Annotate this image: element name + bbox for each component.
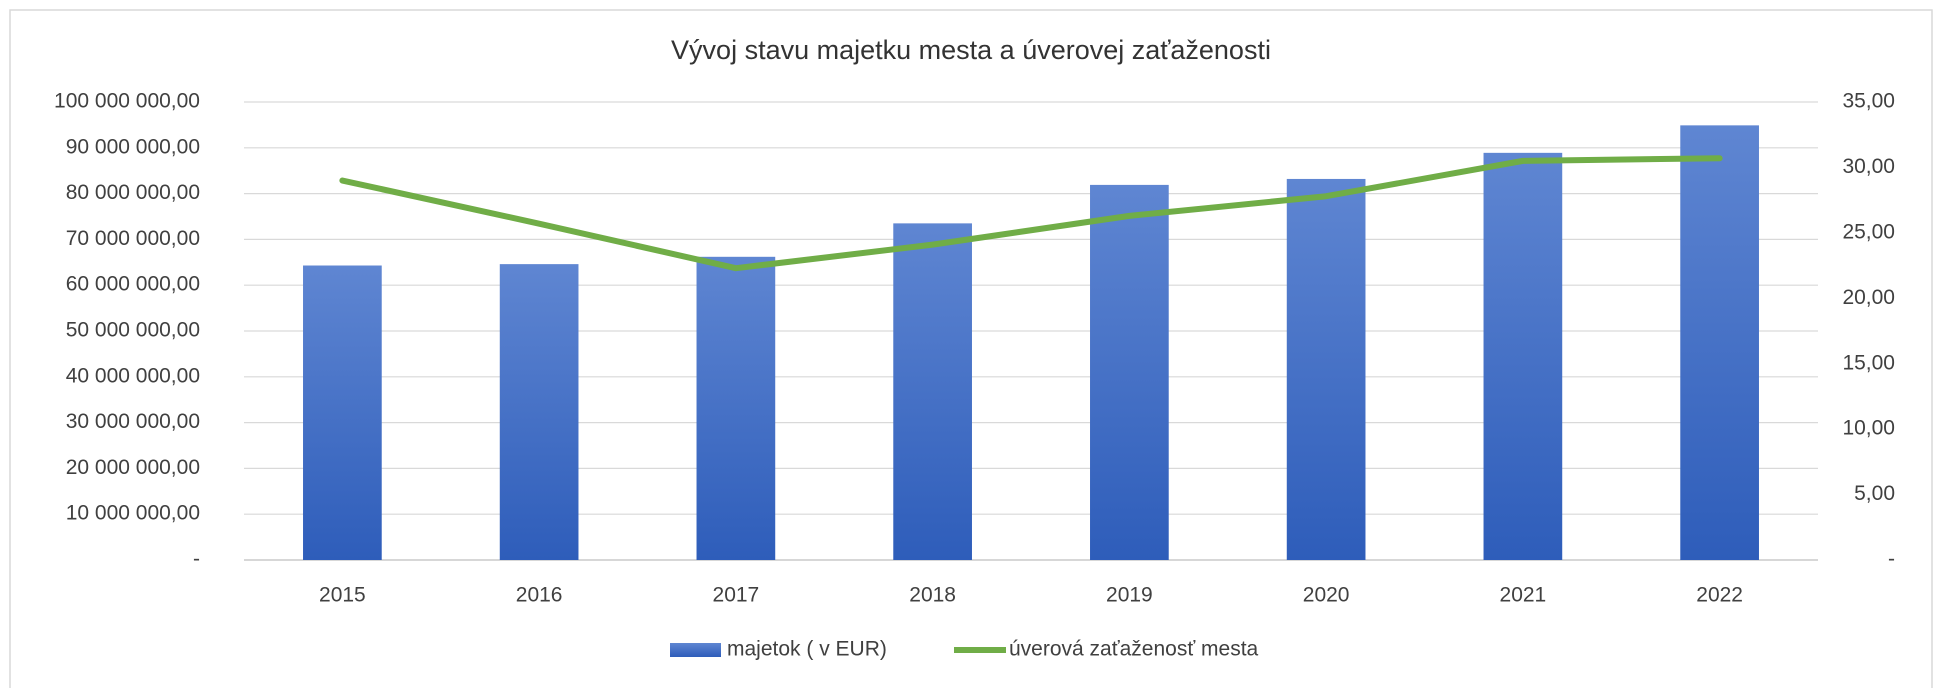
x-tick-label: 2018	[909, 584, 956, 607]
y2-tick-label: 10,00	[1842, 417, 1895, 440]
x-tick-label: 2021	[1500, 584, 1547, 607]
bar	[696, 256, 776, 560]
y-tick-label: 80 000 000,00	[66, 181, 200, 204]
bar	[499, 264, 579, 560]
y-tick-label: 20 000 000,00	[66, 456, 200, 479]
y2-tick-label: 30,00	[1842, 155, 1895, 178]
y-tick-label: 30 000 000,00	[66, 410, 200, 433]
x-tick-label: 2017	[713, 584, 760, 607]
legend-swatch	[670, 643, 721, 657]
y-tick-label: 100 000 000,00	[54, 90, 200, 113]
y2-tick-label: 5,00	[1854, 482, 1895, 505]
y-tick-label: 10 000 000,00	[66, 502, 200, 525]
line	[339, 155, 1723, 272]
bar	[303, 265, 382, 560]
y-tick-label: 40 000 000,00	[66, 364, 200, 387]
bar	[1090, 184, 1169, 560]
x-tick-label: 2015	[319, 584, 366, 607]
bar	[1483, 152, 1563, 560]
y2-tick-label: 15,00	[1842, 351, 1895, 374]
y2-tick-label: -	[1888, 548, 1895, 571]
y-tick-label: 90 000 000,00	[66, 135, 200, 158]
bar	[1286, 178, 1366, 560]
x-tick-label: 2016	[516, 584, 563, 607]
x-tick-label: 2020	[1303, 584, 1350, 607]
y-tick-label: 50 000 000,00	[66, 319, 200, 342]
y-tick-label: -	[193, 548, 200, 571]
legend-label: majetok ( v EUR)	[727, 638, 887, 661]
y-tick-label: 70 000 000,00	[66, 227, 200, 250]
legend-label: úverová zaťaženosť mesta	[1009, 638, 1259, 661]
chart-title: Vývoj stavu majetku mesta a úverovej zať…	[671, 35, 1271, 65]
x-tick-label: 2022	[1696, 584, 1743, 607]
y2-tick-label: 35,00	[1842, 90, 1895, 113]
y-tick-label: 60 000 000,00	[66, 273, 200, 296]
bar	[893, 223, 972, 560]
y2-tick-label: 25,00	[1842, 220, 1895, 243]
x-tick-label: 2019	[1106, 584, 1153, 607]
y2-tick-label: 20,00	[1842, 286, 1895, 309]
bar	[1680, 125, 1759, 560]
